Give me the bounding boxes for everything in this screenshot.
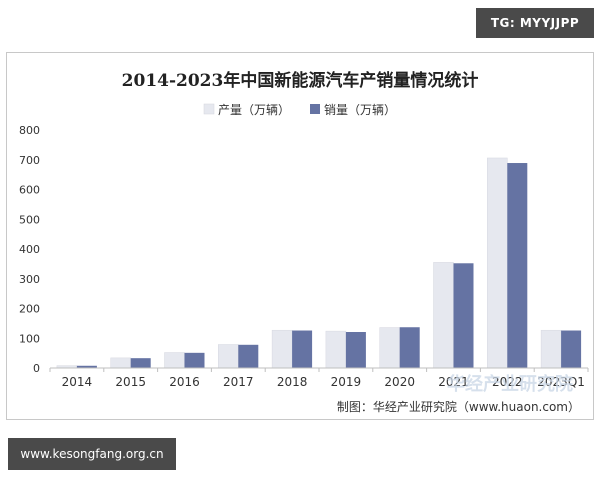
y-tick-label: 200 [19,303,40,316]
watermark-text: 华经产业研究院 [447,373,573,395]
y-tick-label: 600 [19,184,40,197]
x-tick-label: 2015 [115,375,146,389]
bar-production-2022 [487,157,508,369]
bar-sales-2020 [399,327,420,368]
bar-sales-2014 [76,365,97,368]
x-tick-label: 2021 [438,375,469,389]
y-tick-label: 0 [33,362,40,375]
y-tick-label: 300 [19,273,40,286]
y-tick-label: 800 [19,124,40,137]
bar-production-2015 [110,357,131,369]
site-badge: www.kesongfang.org.cn [8,438,176,470]
telegram-badge: TG: MYYJJPP [476,8,594,38]
y-tick-label: 500 [19,213,40,226]
bar-production-2017 [218,344,239,369]
legend-label-sales: 销量（万辆） [324,103,396,117]
x-tick-label: 2019 [331,375,362,389]
bars [56,157,582,369]
legend-swatch-production [203,103,215,115]
bar-sales-2023Q1 [561,330,582,368]
x-tick-label: 2023Q1 [537,375,585,389]
x-tick-label: 2017 [223,375,254,389]
x-tick-label: 2022 [492,375,523,389]
bar-sales-2019 [345,332,366,368]
y-tick-label: 700 [19,154,40,167]
bar-sales-2021 [453,263,474,368]
bar-production-2023Q1 [540,329,562,369]
bar-production-2019 [325,330,347,369]
bar-production-2016 [164,352,185,369]
y-axis: 0 100 200 300 400 500 600 700 800 [19,124,40,375]
x-tick-label: 2020 [384,375,415,389]
bar-sales-2022 [507,163,528,368]
y-tick-label: 400 [19,243,40,256]
bar-sales-2018 [292,330,313,368]
bar-production-2021 [433,262,454,369]
chart-title: 2014-2023年中国新能源汽车产销量情况统计 [122,70,479,91]
bar-production-2020 [379,327,400,369]
source-note: 制图：华经产业研究院（www.huaon.com） [337,399,580,414]
x-tick-label: 2014 [62,375,93,389]
legend: 产量（万辆） 销量（万辆） [203,103,396,117]
bar-sales-2017 [238,344,259,368]
x-tick-label: 2016 [169,375,200,389]
legend-label-production: 产量（万辆） [218,103,290,117]
y-tick-label: 100 [19,332,40,345]
legend-swatch-sales [310,104,320,114]
bar-production-2018 [271,329,293,369]
x-tick-label: 2018 [277,375,308,389]
bar-sales-2015 [130,358,151,368]
x-axis: 2014 2015 2016 2017 2018 2019 2020 2021 2022 2023… [49,367,589,389]
bar-sales-2016 [184,352,205,368]
